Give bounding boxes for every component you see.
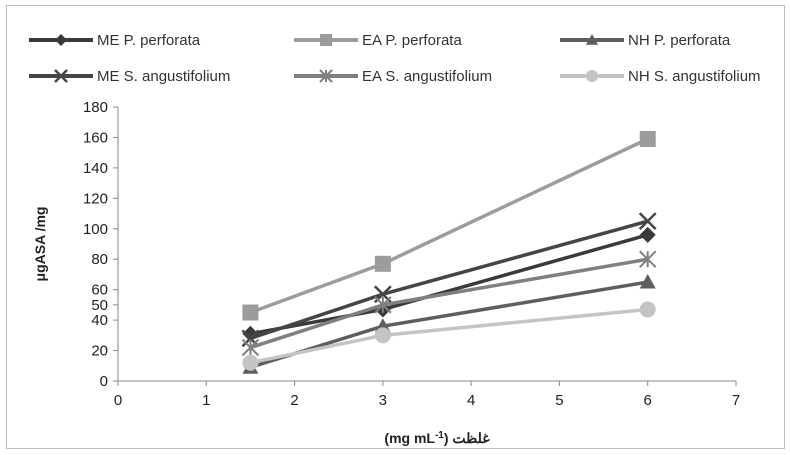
y-tick-label: 100	[83, 221, 108, 238]
data-point-marker	[374, 255, 391, 272]
marker-stroke	[638, 212, 657, 231]
data-point-marker	[242, 304, 259, 321]
data-point-marker	[55, 34, 67, 46]
data-point-marker	[242, 325, 259, 342]
chart-frame: ME P. perforata EA P. perforata NH P. perf…	[6, 5, 785, 449]
data-point-marker	[374, 327, 391, 344]
x-tick-label: 3	[379, 392, 387, 409]
data-point-marker	[242, 354, 259, 371]
marker-stroke	[241, 329, 260, 348]
data-point-marker	[54, 69, 68, 83]
y-tick-label: 120	[83, 190, 108, 207]
data-point-marker	[374, 296, 392, 314]
y-tick-label: 40	[91, 312, 108, 329]
series-group	[241, 250, 657, 357]
legend-label: EA P. perforata	[362, 32, 462, 49]
x-axis-title-close: )	[384, 430, 389, 446]
x-tick-label: 6	[644, 392, 652, 409]
data-point-marker	[638, 212, 657, 231]
legend-item: EA S. angustifolium	[294, 68, 492, 85]
y-tick-label: 60	[91, 282, 108, 299]
series-group	[242, 226, 656, 342]
data-point-marker	[639, 130, 656, 147]
data-point-marker	[639, 226, 656, 243]
marker-stroke	[54, 69, 68, 83]
legend-item: ME S. angustifolium	[29, 68, 230, 85]
y-axis-title: μgASA /mg	[32, 207, 48, 282]
y-tick-label: 140	[83, 160, 108, 177]
x-tick-label: 2	[290, 392, 298, 409]
data-point-marker	[586, 34, 598, 45]
data-point-marker	[639, 274, 656, 289]
series-layer	[241, 130, 657, 374]
x-tick-label: 1	[202, 392, 210, 409]
legend-item: ME P. perforata	[29, 32, 201, 49]
legend-label: EA S. angustifolium	[362, 68, 492, 85]
line-chart: ME P. perforata EA P. perforata NH P. perf…	[29, 32, 761, 447]
y-tick-label: 160	[83, 129, 108, 146]
series-line	[249, 257, 649, 350]
legend-label: ME S. angustifolium	[97, 68, 230, 85]
series-line	[249, 219, 649, 341]
axes	[117, 107, 736, 382]
data-point-marker	[241, 329, 260, 348]
y-tick-label: 20	[91, 343, 108, 360]
x-axis-title-superscript: -1	[435, 430, 444, 441]
data-point-marker	[241, 338, 260, 357]
data-point-marker	[586, 70, 598, 82]
legend-label: NH P. perforata	[628, 32, 731, 49]
series-line	[249, 137, 649, 315]
legend: ME P. perforata EA P. perforata NH P. perf…	[29, 32, 761, 85]
legend-item: EA P. perforata	[294, 32, 462, 49]
x-tick-label: 5	[555, 392, 563, 409]
data-point-marker	[319, 69, 333, 83]
legend-item: NH S. angustifolium	[560, 68, 761, 85]
y-tick-label: 50	[91, 297, 108, 314]
series-group	[242, 301, 656, 371]
data-point-marker	[639, 301, 656, 318]
x-tick-label: 0	[114, 392, 122, 409]
data-point-marker	[320, 34, 332, 46]
x-tick-label: 4	[467, 392, 475, 409]
legend-item: NH P. perforata	[560, 32, 731, 49]
x-tick-label: 7	[732, 392, 740, 409]
legend-label: ME P. perforata	[97, 32, 201, 49]
y-tick-label: 0	[100, 373, 108, 390]
y-tick-label: 80	[91, 251, 108, 268]
x-axis-title: غلظت (mg mL-1)	[384, 430, 490, 447]
x-axis-ticks: 0 1 2 3 4 5 6 7	[114, 381, 740, 409]
y-tick-label: 180	[83, 99, 108, 116]
legend-label: NH S. angustifolium	[628, 68, 761, 85]
data-point-marker	[639, 250, 657, 268]
series-group	[242, 130, 656, 321]
